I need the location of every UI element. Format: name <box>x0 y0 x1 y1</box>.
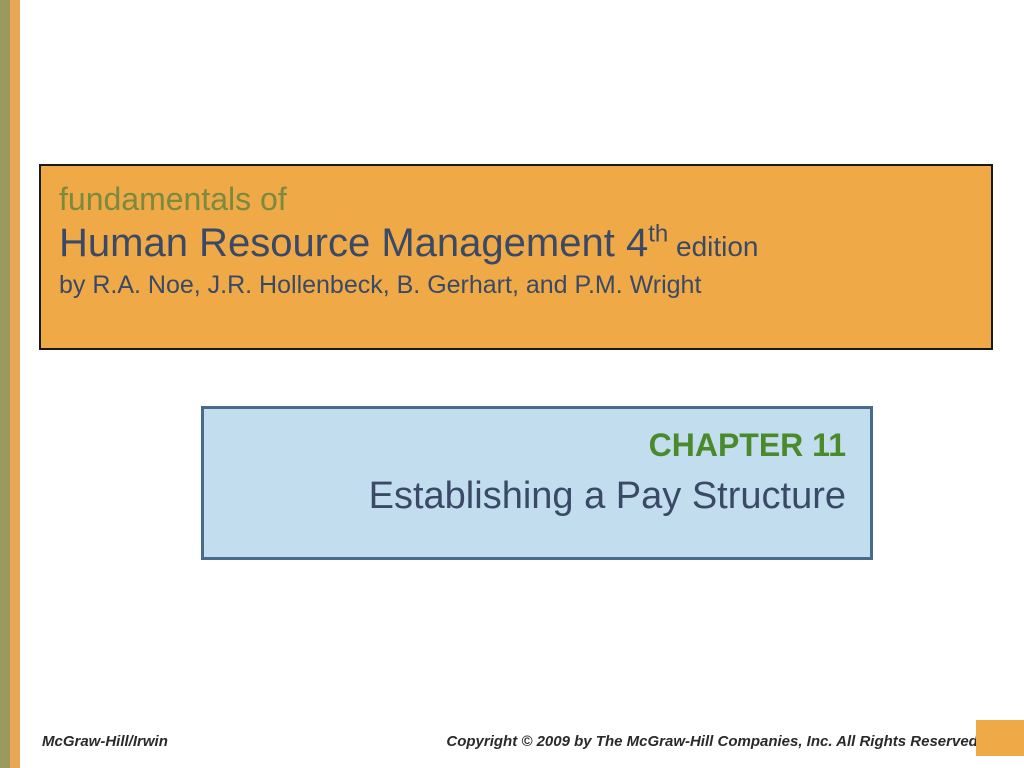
title-main-text: Human Resource Management 4 <box>59 221 648 265</box>
footer-publisher: McGraw-Hill/Irwin <box>42 733 168 750</box>
chapter-box: CHAPTER 11 Establishing a Pay Structure <box>201 406 873 560</box>
footer-copyright: Copyright © 2009 by The McGraw-Hill Comp… <box>446 733 982 750</box>
chapter-title: Establishing a Pay Structure <box>228 468 846 525</box>
corner-accent <box>976 720 1024 756</box>
chapter-number: CHAPTER 11 <box>228 423 846 468</box>
footer: McGraw-Hill/Irwin Copyright © 2009 by Th… <box>42 733 982 750</box>
title-edition: edition <box>668 231 758 262</box>
title-pretitle: fundamentals of <box>59 180 973 218</box>
title-authors: by R.A. Noe, J.R. Hollenbeck, B. Gerhart… <box>59 268 973 303</box>
book-title-box: fundamentals of Human Resource Managemen… <box>39 164 993 350</box>
title-main: Human Resource Management 4th edition <box>59 218 973 268</box>
stripe-green <box>0 0 10 768</box>
left-accent-stripes <box>0 0 20 768</box>
stripe-orange <box>10 0 20 768</box>
title-superscript: th <box>648 221 668 248</box>
